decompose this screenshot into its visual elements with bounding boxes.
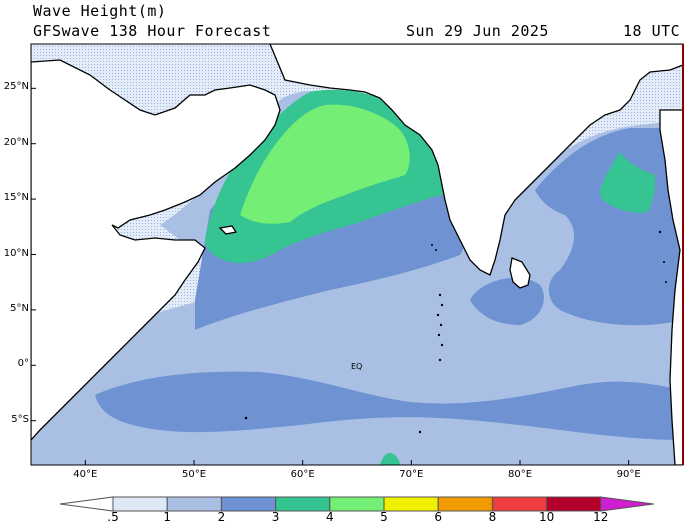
land-india-asia	[269, 44, 683, 276]
lon-label: 60°E	[290, 469, 315, 480]
colorbar-label: 3	[271, 510, 280, 524]
colorbar-label: .5	[107, 510, 119, 524]
lat-label: 25°N	[3, 81, 29, 93]
colorbar-label: 5	[380, 510, 388, 524]
colorbar-label: 2	[217, 510, 226, 524]
colorbar-segment	[437, 496, 493, 512]
land	[31, 44, 683, 465]
colorbar-label: 1	[163, 510, 171, 524]
wave-band-2-3-south	[95, 371, 683, 440]
wave-band-3-4-south	[380, 453, 400, 465]
colorbar-low-arrow	[59, 496, 114, 512]
wave-band-4-5	[240, 104, 410, 224]
lat-label: 10°N	[3, 247, 29, 259]
lon-label: 90°E	[616, 469, 641, 480]
lat-label: 20°N	[3, 136, 29, 148]
forecast-subtitle: GFSwave 138 Hour Forecast	[33, 22, 272, 40]
lon-label: 70°E	[399, 469, 424, 480]
land-southeast-asia	[659, 109, 683, 465]
forecast-date: Sun 29 Jun 2025	[406, 22, 549, 40]
wave-band-2-3-east	[470, 277, 544, 325]
colorbar-segment	[112, 496, 168, 512]
colorbar-label: 12	[593, 510, 609, 524]
colorbar-label: 10	[538, 510, 555, 524]
lat-label: 5°S	[11, 413, 29, 425]
lon-label: 50°E	[181, 469, 207, 480]
lon-label: 80°E	[507, 469, 533, 480]
colorbar-label: 6	[434, 510, 442, 524]
colorbar-segment	[329, 496, 385, 512]
map-field	[31, 44, 683, 465]
islands	[244, 230, 667, 434]
lon-label: 40°E	[73, 469, 98, 480]
colorbar-high-arrow	[600, 496, 654, 512]
colorbar-segment	[275, 496, 331, 512]
land-sri-lanka	[509, 257, 531, 289]
colorbar-label: 8	[488, 510, 497, 524]
land-socotra	[218, 225, 238, 235]
map-title: Wave Height(m)	[33, 2, 167, 20]
colorbar-segment	[546, 496, 602, 512]
colorbar-segment	[166, 496, 222, 512]
colorbar-segment	[383, 496, 439, 512]
lat-label: 5°N	[10, 302, 29, 314]
colorbar-label: 4	[325, 510, 334, 524]
wave-band-3-4-bay	[599, 152, 656, 213]
colorbar-segment	[491, 496, 548, 512]
equator-label: EQ	[351, 362, 363, 371]
lat-label: 0°	[17, 358, 29, 370]
map-ticks	[31, 87, 630, 465]
lat-label: 15°N	[3, 192, 29, 204]
forecast-time: 18 UTC	[623, 22, 681, 40]
colorbar-segment	[220, 496, 277, 512]
land-arabia-africa	[31, 59, 281, 441]
